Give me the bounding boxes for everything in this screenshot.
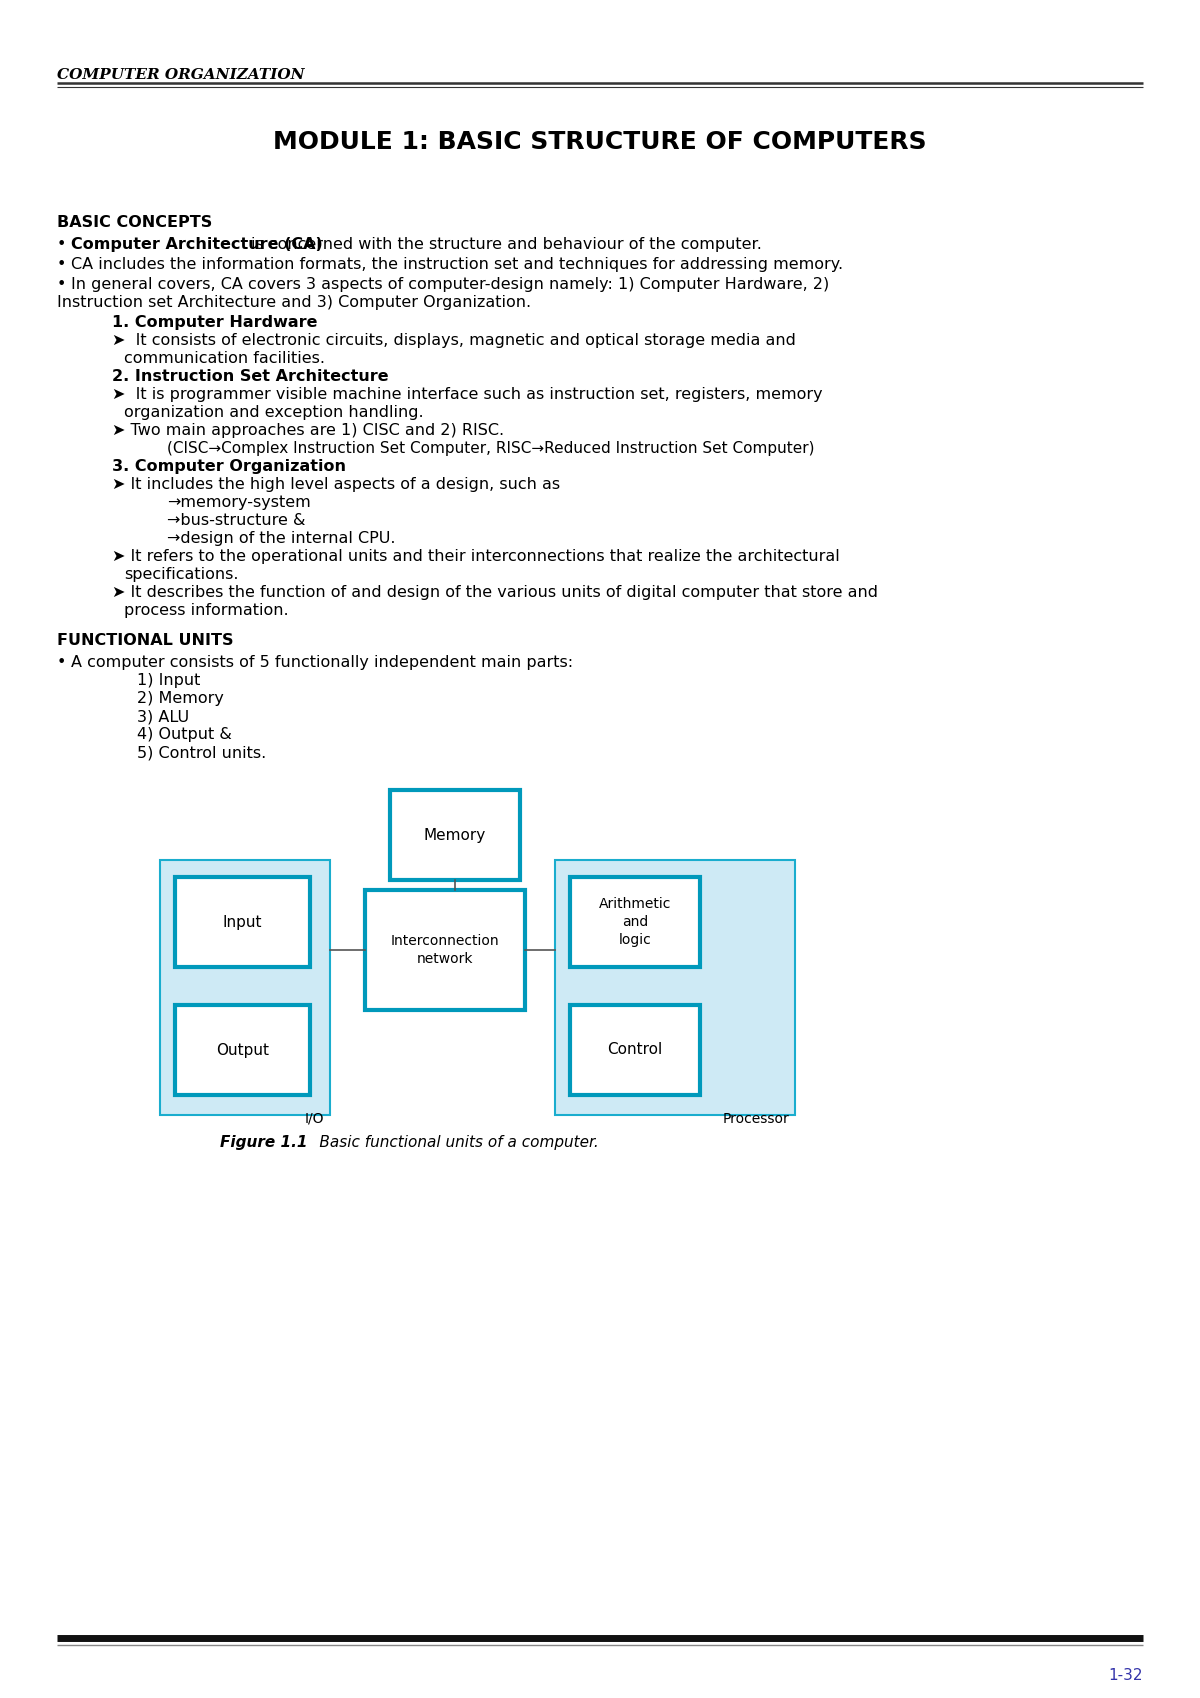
Text: Arithmetic
and
logic: Arithmetic and logic xyxy=(599,897,671,947)
Text: →memory-system: →memory-system xyxy=(167,496,311,509)
Text: communication facilities.: communication facilities. xyxy=(124,351,325,367)
Text: 2. Instruction Set Architecture: 2. Instruction Set Architecture xyxy=(112,368,389,384)
Text: •: • xyxy=(58,256,66,272)
Text: Output: Output xyxy=(216,1043,269,1058)
Bar xyxy=(570,1005,700,1095)
Text: •: • xyxy=(58,238,66,251)
Text: (CISC→Complex Instruction Set Computer, RISC→Reduced Instruction Set Computer): (CISC→Complex Instruction Set Computer, … xyxy=(167,441,815,457)
Text: A computer consists of 5 functionally independent main parts:: A computer consists of 5 functionally in… xyxy=(71,655,574,671)
Text: Computer Architecture (CA): Computer Architecture (CA) xyxy=(71,238,329,251)
Text: 3. Computer Organization: 3. Computer Organization xyxy=(112,458,346,474)
Text: 1) Input: 1) Input xyxy=(137,672,200,688)
Text: COMPUTER ORGANIZATION: COMPUTER ORGANIZATION xyxy=(58,68,305,82)
Bar xyxy=(175,1005,310,1095)
Text: Figure 1.1: Figure 1.1 xyxy=(220,1134,307,1150)
Text: Basic functional units of a computer.: Basic functional units of a computer. xyxy=(295,1134,599,1150)
Bar xyxy=(160,859,330,1116)
Text: is concerned with the structure and behaviour of the computer.: is concerned with the structure and beha… xyxy=(251,238,762,251)
Text: specifications.: specifications. xyxy=(124,567,239,582)
Text: ➤  It consists of electronic circuits, displays, magnetic and optical storage me: ➤ It consists of electronic circuits, di… xyxy=(112,333,796,348)
Text: In general covers, CA covers 3 aspects of computer-design namely: 1) Computer Ha: In general covers, CA covers 3 aspects o… xyxy=(71,277,829,292)
Text: 4) Output &: 4) Output & xyxy=(137,727,232,742)
Text: 1. Computer Hardware: 1. Computer Hardware xyxy=(112,316,318,329)
Text: ➤ Two main approaches are 1) CISC and 2) RISC.: ➤ Two main approaches are 1) CISC and 2)… xyxy=(112,423,504,438)
Text: FUNCTIONAL UNITS: FUNCTIONAL UNITS xyxy=(58,633,234,649)
Text: 3) ALU: 3) ALU xyxy=(137,710,190,723)
Text: ➤ It refers to the operational units and their interconnections that realize the: ➤ It refers to the operational units and… xyxy=(112,548,840,564)
Bar xyxy=(570,876,700,966)
Text: 2) Memory: 2) Memory xyxy=(137,691,224,706)
Text: •: • xyxy=(58,655,66,671)
Text: •: • xyxy=(58,277,66,292)
Text: Instruction set Architecture and 3) Computer Organization.: Instruction set Architecture and 3) Comp… xyxy=(58,295,532,311)
Text: ➤  It is programmer visible machine interface such as instruction set, registers: ➤ It is programmer visible machine inter… xyxy=(112,387,823,402)
Text: process information.: process information. xyxy=(124,603,289,618)
Text: BASIC CONCEPTS: BASIC CONCEPTS xyxy=(58,216,212,229)
Text: I/O: I/O xyxy=(305,1112,324,1126)
Text: organization and exception handling.: organization and exception handling. xyxy=(124,406,424,419)
Text: 1-32: 1-32 xyxy=(1109,1667,1142,1683)
Text: CA includes the information formats, the instruction set and techniques for addr: CA includes the information formats, the… xyxy=(71,256,844,272)
Text: Processor: Processor xyxy=(722,1112,790,1126)
Text: Interconnection
network: Interconnection network xyxy=(391,934,499,966)
Text: →design of the internal CPU.: →design of the internal CPU. xyxy=(167,531,396,547)
Bar xyxy=(390,790,520,880)
Text: Memory: Memory xyxy=(424,827,486,842)
Text: Input: Input xyxy=(223,915,263,929)
Text: →bus-structure &: →bus-structure & xyxy=(167,513,306,528)
Bar xyxy=(175,876,310,966)
Text: 5) Control units.: 5) Control units. xyxy=(137,745,266,761)
Text: ➤ It describes the function of and design of the various units of digital comput: ➤ It describes the function of and desig… xyxy=(112,586,878,599)
Text: ➤ It includes the high level aspects of a design, such as: ➤ It includes the high level aspects of … xyxy=(112,477,560,492)
Text: Control: Control xyxy=(607,1043,662,1058)
Bar xyxy=(365,890,526,1010)
Text: MODULE 1: BASIC STRUCTURE OF COMPUTERS: MODULE 1: BASIC STRUCTURE OF COMPUTERS xyxy=(274,131,926,155)
Bar xyxy=(554,859,796,1116)
